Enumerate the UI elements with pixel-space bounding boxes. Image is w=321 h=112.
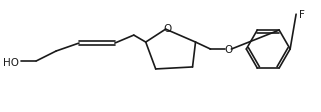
Text: F: F — [299, 10, 305, 20]
Text: HO: HO — [3, 57, 19, 67]
Text: O: O — [163, 24, 172, 34]
Text: O: O — [224, 45, 232, 55]
